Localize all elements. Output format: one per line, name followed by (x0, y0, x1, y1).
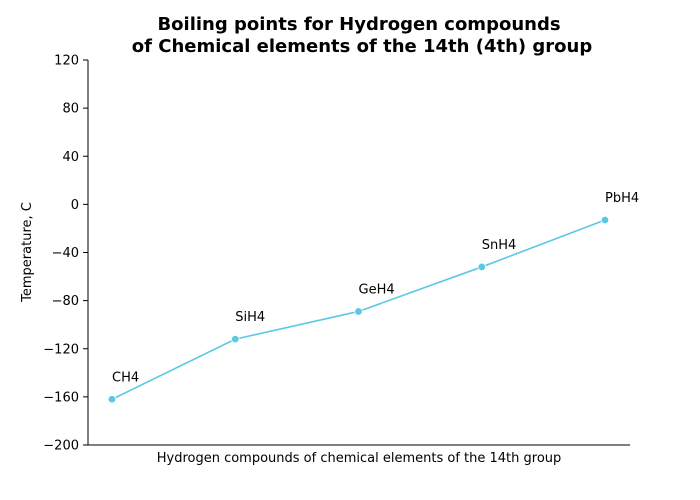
y-ticks: −200 −160 −120 −80 −40 0 40 80 120 (43, 54, 88, 454)
data-point (354, 307, 363, 316)
y-tick-label: 120 (54, 54, 79, 69)
plot-area: −200 −160 −120 −80 −40 0 40 80 120 CH4 SiH4 GeH4 Sn… (43, 54, 639, 454)
data-point (477, 262, 486, 272)
chart-title-line-1: Boiling points for Hydrogen compounds (157, 14, 560, 35)
y-tick-label: 40 (62, 150, 79, 165)
data-label: CH4 (112, 370, 139, 385)
y-tick-label: 0 (71, 198, 79, 213)
y-tick-label: −120 (43, 342, 79, 357)
data-point (600, 215, 610, 225)
data-point (107, 395, 117, 404)
y-tick-label: −160 (43, 390, 79, 405)
data-label: SnH4 (482, 238, 517, 253)
y-tick-label: −200 (43, 439, 79, 454)
y-axis-label: Temperature, C (20, 202, 35, 303)
data-label: GeH4 (359, 282, 395, 297)
y-tick-label: −80 (52, 294, 79, 309)
data-label: PbH4 (605, 191, 639, 206)
y-tick-label: 80 (62, 102, 79, 117)
chart-title-line-2: of Chemical elements of the 14th (4th) g… (132, 36, 593, 57)
data-point (231, 334, 240, 344)
y-tick-label: −40 (52, 246, 79, 261)
data-label: SiH4 (235, 310, 265, 325)
point-labels: CH4 SiH4 GeH4 SnH4 PbH4 (112, 191, 639, 385)
x-axis-label: Hydrogen compounds of chemical elements … (157, 451, 562, 466)
data-points (107, 215, 610, 404)
